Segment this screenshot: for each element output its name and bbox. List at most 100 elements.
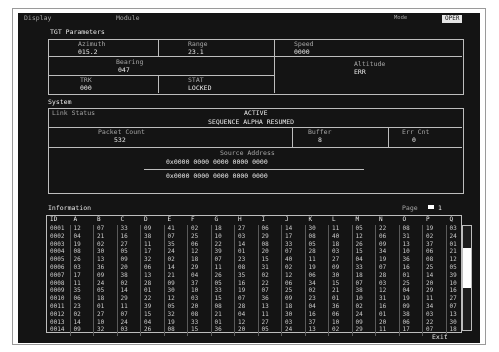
table-cell: 09 xyxy=(167,279,175,287)
table-cell: 09 xyxy=(144,225,152,232)
table-cell: 13 xyxy=(261,303,269,310)
table-cell: 06 xyxy=(426,248,434,256)
table-cell: 21 xyxy=(332,287,340,295)
table-cell: 19 xyxy=(308,264,316,271)
table-cell: 33 xyxy=(191,318,199,326)
divider xyxy=(48,75,274,76)
table-cell: 15 xyxy=(355,248,363,256)
table-cell: 03 xyxy=(238,232,246,240)
table-cell: 04 xyxy=(191,271,199,279)
table-cell: 39 xyxy=(449,271,457,279)
table-cell: 13 xyxy=(308,326,316,334)
table-cell: 09 xyxy=(73,326,81,334)
table-cell: 36 xyxy=(214,326,222,334)
scrollbar-thumb[interactable] xyxy=(463,248,471,288)
table-cell: 19 xyxy=(426,225,434,232)
table-cell: 14 xyxy=(73,318,81,326)
table-cell: 02 xyxy=(261,271,269,279)
table-cell: 05 xyxy=(97,287,105,295)
system-link-value: ACTIVE xyxy=(244,109,268,117)
table-cell: 08 xyxy=(167,326,175,334)
table-cell: 07 xyxy=(120,310,128,318)
table-cell: 11 xyxy=(214,264,222,271)
table-cell: 16 xyxy=(308,310,316,318)
table-cell: 30 xyxy=(167,287,175,295)
table-cell: 33 xyxy=(214,287,222,295)
table-cell: 06 xyxy=(402,318,410,326)
table-column-divider xyxy=(351,225,353,337)
table-cell: 15 xyxy=(144,310,152,318)
divider xyxy=(388,127,389,147)
table-cell: 16 xyxy=(120,232,128,240)
table-cell: 15 xyxy=(214,295,222,303)
table-cell: 36 xyxy=(402,256,410,264)
table-cell: 01 xyxy=(97,303,105,310)
table-cell: 15 xyxy=(261,256,269,264)
table-cell: 08 xyxy=(261,240,269,248)
mode-indicator-value[interactable]: OPER xyxy=(442,15,463,23)
table-cell: 22 xyxy=(426,318,434,326)
table-cell: 19 xyxy=(238,287,246,295)
table-cell: 30 xyxy=(332,271,340,279)
information-table xyxy=(46,215,462,333)
table-cell: 33 xyxy=(120,225,128,232)
table-cell: 11 xyxy=(144,240,152,248)
table-cell: 19 xyxy=(379,256,387,264)
table-cell: 08 xyxy=(402,225,410,232)
mode-indicator-label: Mode xyxy=(394,15,408,21)
table-cell: 12 xyxy=(355,232,363,240)
table-cell: 10 xyxy=(449,279,457,287)
table-cell: 18 xyxy=(97,295,105,303)
table-cell: 30 xyxy=(308,225,316,232)
table-cell: 26 xyxy=(355,240,363,248)
table-column-divider xyxy=(375,225,376,337)
table-cell: 41 xyxy=(167,225,175,232)
exit-button[interactable]: Exit xyxy=(432,333,448,341)
table-scrollbar[interactable] xyxy=(462,225,472,331)
table-cell: 12 xyxy=(449,256,457,264)
tgt-azimuth-value: 015.2 xyxy=(78,48,98,56)
err-count-value: 0 xyxy=(412,136,416,144)
table-cell: 30 xyxy=(97,248,105,256)
table-cell: 37 xyxy=(191,279,199,287)
table-cell: 06 xyxy=(191,240,199,248)
table-cell: 18 xyxy=(449,326,457,334)
table-cell: 34 xyxy=(379,248,387,256)
table-cell: 21 xyxy=(167,271,175,279)
packet-count-value: 532 xyxy=(114,136,126,144)
table-cell: 03 xyxy=(120,326,128,334)
table-cell: 05 xyxy=(261,326,269,334)
table-cell: 10 xyxy=(332,318,340,326)
table-cell: 25 xyxy=(285,287,293,295)
table-cell: 02 xyxy=(73,310,81,318)
table-cell: 08 xyxy=(73,248,81,256)
table-cell: 32 xyxy=(144,256,152,264)
table-row-id: 0013 xyxy=(50,318,65,326)
table-cell: 11 xyxy=(120,303,128,310)
table-cell: 08 xyxy=(308,232,316,240)
system-link-label: Link Status xyxy=(52,109,96,117)
table-cell: 06 xyxy=(144,264,152,271)
table-cell: 12 xyxy=(238,318,246,326)
divider xyxy=(274,39,275,93)
table-cell: 13 xyxy=(449,310,457,318)
table-cell: 13 xyxy=(144,271,152,279)
table-cell: 06 xyxy=(73,295,81,303)
table-cell: 28 xyxy=(379,271,387,279)
table-cell: 27 xyxy=(238,225,246,232)
tgt-bearing-value: 047 xyxy=(118,66,130,74)
divider xyxy=(48,127,462,128)
table-cell: 02 xyxy=(355,303,363,310)
system-sequence-line: SEQUENCE ALPHA RESUMED xyxy=(208,118,295,126)
table-header-cell: L xyxy=(332,216,336,223)
table-cell: 27 xyxy=(449,295,457,303)
table-cell: 04 xyxy=(355,256,363,264)
table-cell: 16 xyxy=(238,279,246,287)
system-panel xyxy=(48,108,464,194)
tgt-params-panel xyxy=(48,39,464,95)
tgt-azimuth-label: Azimuth xyxy=(78,40,106,48)
tgt-track-label: TRK xyxy=(80,76,92,84)
table-header-cell: E xyxy=(167,216,172,223)
table-row-id: 0005 xyxy=(50,256,65,264)
table-cell: 24 xyxy=(355,310,363,318)
